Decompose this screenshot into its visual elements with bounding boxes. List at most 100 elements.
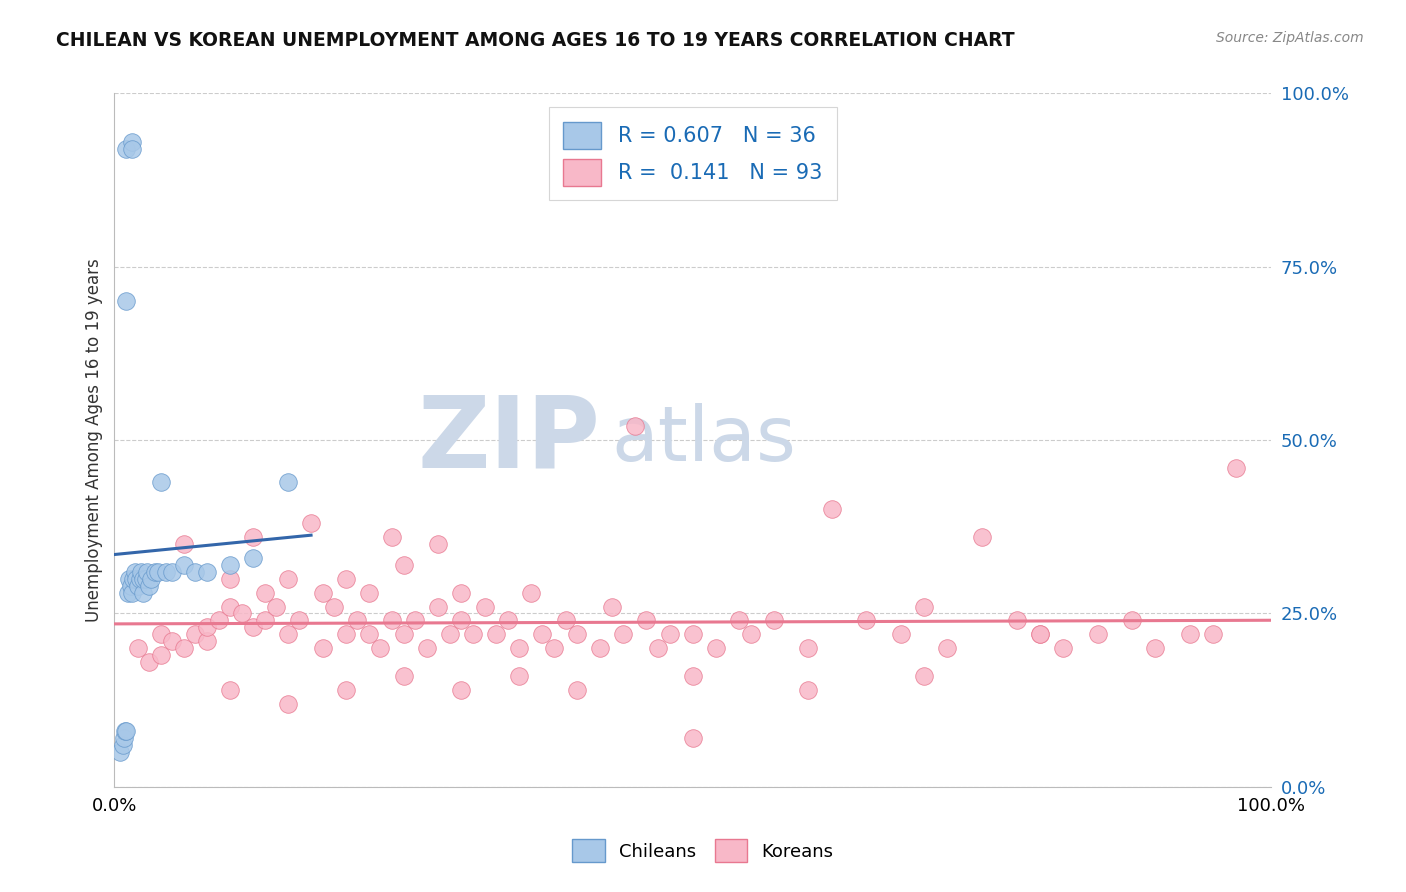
Point [219,599,242,614]
Point [108,745,131,759]
Point [357,627,380,641]
Point [242,551,264,566]
Point [1202,627,1225,641]
Point [508,641,530,656]
Point [122,572,145,586]
Point [682,627,704,641]
Point [121,585,143,599]
Point [890,627,912,641]
Point [508,669,530,683]
Point [111,738,134,752]
Point [855,614,877,628]
Point [797,682,820,697]
Point [820,502,842,516]
Point [128,572,150,586]
Point [740,627,762,641]
Point [231,607,253,621]
Text: ZIP: ZIP [418,392,600,489]
Point [450,682,472,697]
Point [277,697,299,711]
Point [520,585,543,599]
Point [125,572,148,586]
Point [195,620,218,634]
Point [184,565,207,579]
Point [797,641,820,656]
Point [647,641,669,656]
Point [138,579,160,593]
Point [115,142,138,156]
Text: CHILEAN VS KOREAN UNEMPLOYMENT AMONG AGES 16 TO 19 YEARS CORRELATION CHART: CHILEAN VS KOREAN UNEMPLOYMENT AMONG AGE… [56,31,1015,50]
Point [531,627,554,641]
Point [173,641,195,656]
Text: atlas: atlas [612,403,797,477]
Point [148,565,170,579]
Point [173,558,195,572]
Point [138,655,160,669]
Point [277,572,299,586]
Point [242,530,264,544]
Point [277,627,299,641]
Point [970,530,993,544]
Point [124,565,146,579]
Point [127,579,149,593]
Y-axis label: Unemployment Among Ages 16 to 19 years: Unemployment Among Ages 16 to 19 years [86,258,103,622]
Point [121,135,143,149]
Point [381,614,404,628]
Point [141,572,163,586]
Point [335,682,357,697]
Point [415,641,437,656]
Point [253,585,276,599]
Point [115,724,138,739]
Point [762,614,785,628]
Point [589,641,612,656]
Point [288,614,311,628]
Point [682,731,704,746]
Point [149,648,172,662]
Point [565,627,588,641]
Point [682,669,704,683]
Point [450,614,472,628]
Point [600,599,623,614]
Point [439,627,461,641]
Point [554,614,576,628]
Point [485,627,508,641]
Point [936,641,959,656]
Point [242,620,264,634]
Point [704,641,727,656]
Point [912,669,935,683]
Point [253,614,276,628]
Point [543,641,565,656]
Point [129,565,152,579]
Point [132,585,155,599]
Point [728,614,751,628]
Point [912,599,935,614]
Point [184,627,207,641]
Point [346,614,368,628]
Point [1029,627,1052,641]
Point [335,572,357,586]
Point [149,475,172,489]
Point [404,614,426,628]
Point [565,682,588,697]
Point [162,565,184,579]
Point [311,641,333,656]
Point [127,641,149,656]
Point [474,599,496,614]
Point [1178,627,1201,641]
Point [114,724,136,739]
Point [496,614,519,628]
Text: Source: ZipAtlas.com: Source: ZipAtlas.com [1216,31,1364,45]
Point [381,530,404,544]
Point [173,537,195,551]
Point [266,599,288,614]
Point [392,558,415,572]
Point [1144,641,1167,656]
Point [219,558,242,572]
Point [323,599,346,614]
Point [135,565,157,579]
Point [112,731,135,746]
Point [299,516,322,531]
Point [612,627,634,641]
Point [1087,627,1109,641]
Point [335,627,357,641]
